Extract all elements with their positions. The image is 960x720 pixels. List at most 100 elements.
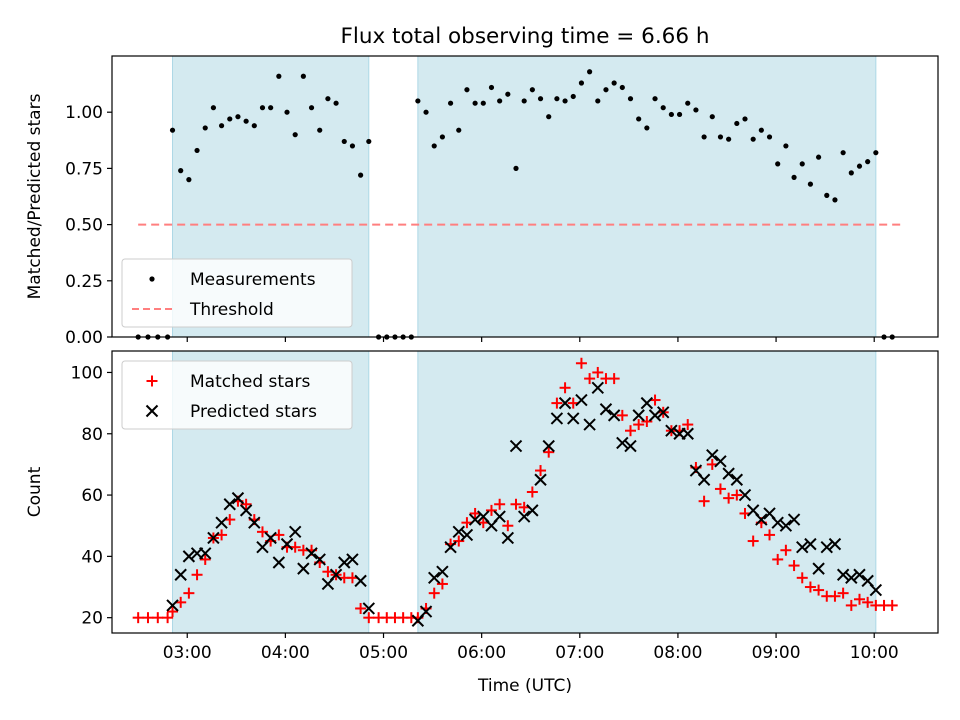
measurements-point [333, 100, 339, 106]
top-legend-box [121, 258, 353, 328]
measurements-point [676, 111, 683, 118]
chart-title: Flux total observing time = 6.66 h [341, 24, 710, 49]
matched-stars-point [273, 529, 285, 541]
measurements-point [227, 116, 233, 122]
predicted-stars-point [787, 513, 801, 526]
measurements-point [758, 127, 764, 133]
measurements-point [497, 98, 503, 104]
y-tick-label: 0.00 [65, 328, 103, 348]
predicted-stars-point [714, 455, 727, 468]
matched-stars-point [813, 584, 825, 596]
measurements-point [660, 105, 666, 111]
x-tick-label: 10:00 [850, 643, 899, 663]
measurements-point [456, 127, 462, 133]
top-axis-ticks: 0.00 0.25 0.50 0.75 1.00 [65, 103, 875, 348]
matched-stars-point [477, 517, 489, 529]
bottom-legend-box [121, 360, 353, 430]
predicted-stars-point [738, 488, 752, 502]
measurements-point [431, 143, 437, 149]
measurements-point [529, 87, 535, 93]
top-panel: 0.00 0.25 0.50 0.75 1.00 Matched/Predicted s… [25, 55, 939, 348]
matched-stars-point [796, 572, 808, 584]
predicted-stars-point [640, 396, 654, 410]
shaded-interval-1 [417, 351, 876, 633]
predicted-stars-point [313, 553, 326, 566]
measurements-point [276, 73, 282, 79]
measurements-point [701, 134, 707, 140]
matched-stars-point [837, 587, 849, 599]
measurements-point [619, 84, 625, 91]
measurements-point [815, 154, 822, 160]
measurements-point [521, 98, 527, 104]
predicted-stars-point [444, 540, 457, 554]
measurements-point [292, 132, 298, 138]
matched-stars-point [649, 394, 661, 406]
predicted-stars-point [583, 418, 596, 431]
matched-stars-point [152, 612, 164, 624]
measurements-point [308, 105, 315, 111]
measurements-point [284, 109, 290, 115]
matched-stars-point [289, 541, 301, 553]
predicted-stars-point [207, 531, 220, 545]
matched-stars-point [510, 498, 522, 510]
measurements-point [734, 120, 740, 127]
matched-stars-point [862, 596, 874, 608]
measurements-point [685, 100, 691, 106]
measurements-point [799, 161, 805, 167]
measurements-point [652, 96, 658, 102]
predicted-stars-point [239, 504, 253, 517]
legend-matched-marker [146, 375, 158, 387]
y-tick-label: 60 [81, 486, 103, 506]
predicted-stars-point [174, 568, 187, 581]
y-tick-label: 1.00 [65, 103, 103, 123]
y-tick-label: 100 [71, 363, 103, 383]
bottom-y-axis-label: Count [25, 466, 45, 517]
measurements-point [218, 123, 225, 129]
matched-stars-point [551, 397, 563, 409]
x-tick-label: 03:00 [163, 643, 212, 663]
top-legend: Measurements Threshold [121, 258, 353, 328]
measurements-point [848, 170, 854, 176]
predicted-stars-point [804, 537, 817, 551]
matched-stars-point [518, 501, 530, 513]
measurements-point [235, 114, 241, 120]
matched-stars-point [886, 599, 898, 611]
measurements-point [317, 127, 323, 133]
predicted-stars-point [771, 516, 784, 529]
predicted-stars-point [338, 556, 351, 569]
matched-stars-point [723, 492, 735, 504]
matched-stars-point [461, 517, 473, 529]
predicted-stars-point [828, 537, 842, 551]
x-tick-label: 09:00 [752, 643, 801, 663]
predicted-stars-point [591, 381, 604, 394]
matched-stars-point [469, 507, 481, 519]
predicted-stars-point [166, 599, 179, 612]
measurements-point [366, 138, 372, 145]
bottom-series [132, 357, 898, 627]
matched-stars-point [633, 419, 645, 431]
x-tick-label: 04:00 [261, 643, 310, 663]
measurements-point [742, 116, 748, 122]
predicted-stars-point [493, 510, 506, 523]
matched-stars-point [216, 529, 228, 541]
y-tick-label: 80 [81, 425, 103, 445]
measurements-point [832, 197, 838, 203]
measurements-point [865, 159, 871, 165]
matched-stars-point [535, 465, 547, 477]
measurements-point [791, 174, 797, 180]
measurements-point [268, 105, 274, 111]
matched-stars-point [575, 357, 587, 369]
predicted-stars-point [288, 525, 302, 539]
predicted-stars-point [362, 602, 376, 615]
measurements-point [513, 165, 519, 171]
predicted-stars-point [820, 540, 833, 554]
measurements-point [766, 134, 773, 140]
measurements-point [415, 98, 421, 104]
predicted-stars-point [567, 412, 580, 425]
predicted-stars-point [657, 406, 670, 419]
measurements-point [578, 80, 585, 86]
measurements-point [595, 98, 601, 104]
matched-stars-point [608, 373, 620, 385]
legend-measurements-label: Measurements [190, 270, 316, 290]
predicted-stars-point [681, 427, 694, 440]
